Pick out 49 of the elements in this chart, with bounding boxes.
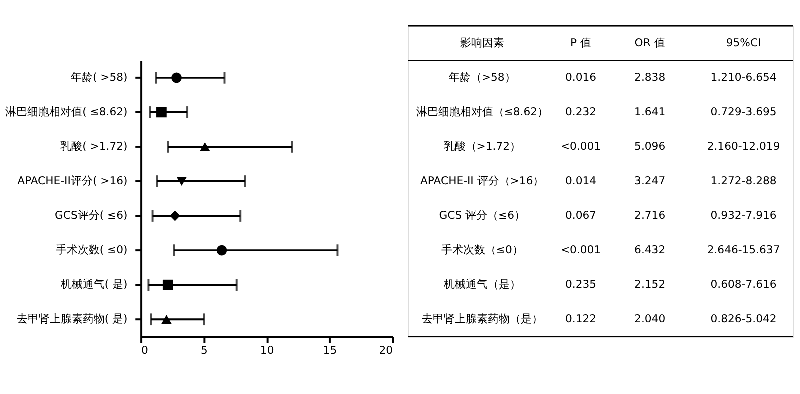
- text: 0.232: [565, 105, 597, 118]
- text: 0.608-7.616: [710, 278, 777, 292]
- text: 机械通气（是）: [444, 278, 521, 292]
- text: 淋巴细胞相对值（≤8.62）: [416, 105, 548, 118]
- text: 乳酸（>1.72）: [444, 140, 521, 153]
- text: 手术次数（≤0）: [441, 244, 524, 257]
- y-tick-label: 年龄( >58): [70, 70, 128, 84]
- x-tick-label: 5: [200, 344, 208, 358]
- text: 6.432: [634, 244, 666, 257]
- text: <0.001: [560, 140, 602, 153]
- text: 2.716: [634, 208, 666, 222]
- text: 1.272-8.288: [710, 174, 777, 188]
- y-tick-label: 乳酸( >1.72): [60, 140, 128, 153]
- text: 0.729-3.695: [710, 105, 777, 118]
- x-tick-label: 20: [379, 344, 394, 358]
- y-tick-label: 手术次数( ≤0): [56, 244, 128, 257]
- text: GCS 评分（≤6）: [439, 208, 526, 222]
- text: 年龄（>58）: [448, 70, 516, 84]
- text: 0.932-7.916: [710, 208, 777, 222]
- text: <0.001: [560, 244, 602, 257]
- x-tick-label: 10: [260, 344, 274, 358]
- text: 2.838: [634, 70, 666, 84]
- y-tick-label: 去甲肾上腺素药物( 是): [16, 312, 128, 326]
- text: APACHE-II 评分（>16）: [420, 174, 544, 188]
- text: 0.016: [565, 70, 597, 84]
- text: 影响因素: [460, 36, 504, 50]
- text: 2.160-12.019: [707, 140, 780, 153]
- text: 去甲肾上腺素药物（是）: [422, 312, 543, 326]
- text: 0.014: [565, 174, 597, 188]
- text: 95%CI: [726, 36, 762, 50]
- text: 1.641: [634, 105, 666, 118]
- text: OR 值: [634, 36, 666, 50]
- text: P 值: [570, 36, 592, 50]
- text: 1.210-6.654: [710, 70, 777, 84]
- text: 5.096: [634, 140, 666, 153]
- text: 2.152: [634, 278, 666, 292]
- text: 0.122: [565, 312, 597, 326]
- y-tick-label: 淋巴细胞相对值( ≤8.62): [6, 105, 128, 118]
- x-tick-label: 0: [142, 344, 149, 358]
- text: 3.247: [634, 174, 666, 188]
- text: 0.067: [565, 208, 597, 222]
- x-tick-label: 15: [323, 344, 338, 358]
- text: 0.235: [565, 278, 597, 292]
- text: 0.826-5.042: [710, 312, 777, 326]
- text: 2.040: [634, 312, 666, 326]
- text: 2.646-15.637: [707, 244, 780, 257]
- y-tick-label: GCS评分( ≤6): [54, 208, 128, 222]
- y-tick-label: 机械通气( 是): [60, 278, 128, 292]
- y-tick-label: APACHE-II评分( >16): [18, 174, 128, 188]
